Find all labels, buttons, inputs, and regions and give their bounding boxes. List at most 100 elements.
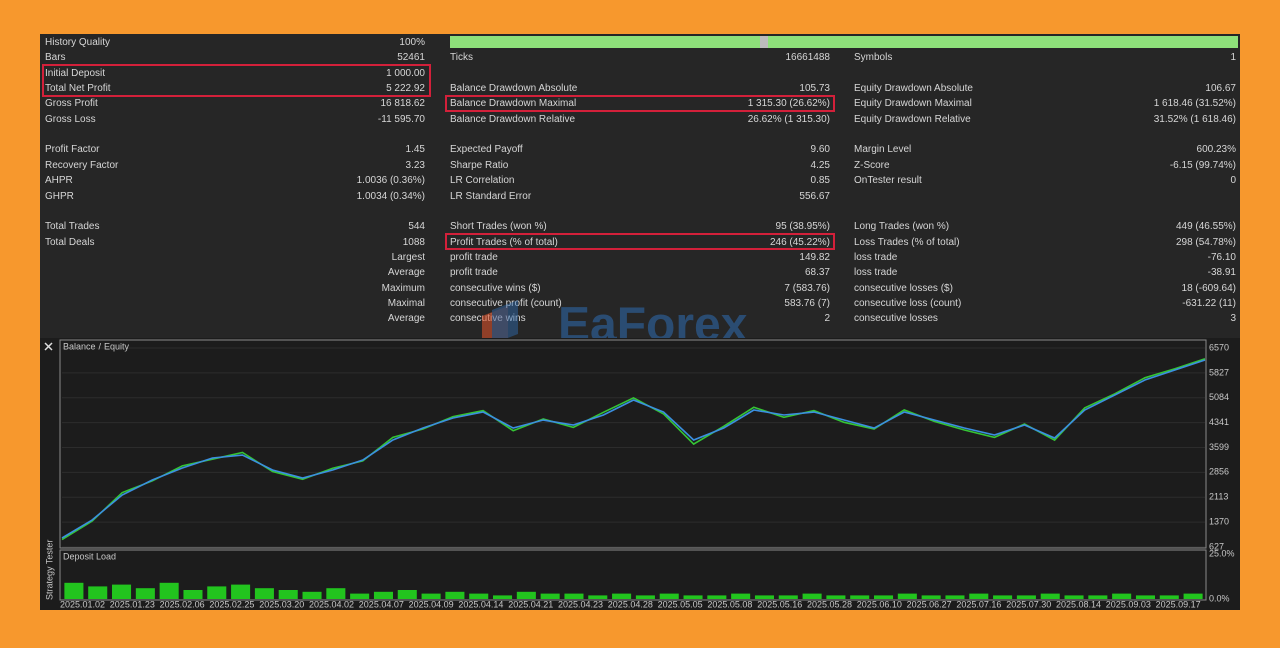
stat-label: LR Correlation	[450, 175, 515, 187]
y-tick-label: 2856	[1209, 467, 1229, 477]
bar	[326, 588, 346, 599]
bar	[540, 593, 560, 599]
stat-value: 1.0036 (0.36%)	[356, 175, 425, 187]
stat-label: Profit Factor	[45, 144, 100, 156]
bar	[754, 595, 774, 599]
bar	[302, 591, 322, 599]
stat-value: 1 315.30 (26.62%)	[747, 98, 830, 110]
stat-label: Z-Score	[854, 159, 890, 171]
stat-value: -38.91	[1207, 267, 1236, 279]
stat-label: Initial Deposit	[45, 67, 106, 79]
stat-value: 2	[824, 313, 830, 325]
stat-value: -11 595.70	[377, 113, 425, 125]
x-tick-label: 2025.08.14	[1056, 599, 1101, 609]
plot-frame	[59, 549, 1207, 601]
bar	[707, 595, 727, 599]
stat-cell: Gross Profit 16 818.62	[45, 96, 425, 111]
y-tick-label: 6570	[1209, 342, 1229, 352]
stat-value: 583.76 (7)	[784, 297, 830, 309]
y-tick-label: 2113	[1209, 492, 1228, 502]
x-tick-label: 2025.02.25	[209, 599, 254, 609]
stat-cell: LR Correlation 0.85	[450, 173, 830, 188]
bar	[397, 590, 417, 599]
stat-cell: Balance Drawdown Absolute 105.73	[450, 81, 830, 96]
stat-label: Total Trades	[45, 221, 100, 233]
stat-label: OnTester result	[854, 175, 922, 187]
stat-label: loss trade	[854, 267, 898, 279]
watermark-icon	[492, 300, 518, 344]
stat-cell: Equity Drawdown Relative 31.52% (1 618.46…	[854, 112, 1236, 127]
stat-value: 105.73	[799, 83, 830, 95]
stat-cell: Ticks 16661488	[450, 50, 830, 65]
stat-value: 1088	[402, 236, 425, 248]
stat-value: 52461	[397, 52, 425, 64]
stat-label: Average	[387, 267, 425, 279]
stat-label: Sharpe Ratio	[450, 159, 509, 171]
y-tick-label: 3599	[1209, 442, 1229, 452]
stat-label: Equity Drawdown Absolute	[854, 83, 973, 95]
stat-label: loss trade	[854, 251, 898, 263]
highlight-box	[445, 95, 835, 112]
bar	[207, 586, 227, 599]
stat-cell: Average	[45, 265, 425, 280]
stat-cell: LR Standard Error 556.67	[450, 189, 830, 204]
y-tick-label: 0.0%	[1209, 593, 1230, 603]
highlight-box	[42, 64, 431, 97]
stat-cell: Sharpe Ratio 4.25	[450, 158, 830, 173]
stat-cell: Symbols 1	[854, 50, 1236, 65]
x-tick-label: 2025.04.21	[508, 599, 553, 609]
bar	[159, 582, 179, 599]
stat-label: Short Trades (won %)	[450, 221, 547, 233]
stat-value: -631.22 (11)	[1182, 297, 1236, 309]
bar	[945, 595, 965, 599]
bar	[1064, 595, 1084, 599]
bar	[635, 595, 655, 599]
stat-label: GHPR	[45, 190, 74, 202]
stat-label: consecutive profit (count)	[450, 297, 562, 309]
stat-value: 100%	[399, 37, 425, 48]
legend-separator: /	[99, 341, 102, 351]
bar	[64, 582, 84, 599]
stat-label: Symbols	[854, 52, 893, 64]
stat-cell: consecutive wins ($) 7 (583.76)	[450, 281, 830, 296]
bar	[564, 593, 584, 599]
stat-label: Total Net Profit	[45, 83, 111, 95]
stat-label: AHPR	[45, 175, 73, 187]
stat-cell: Short Trades (won %) 95 (38.95%)	[450, 219, 830, 234]
stat-label: Profit Trades (% of total)	[450, 236, 558, 248]
stat-label: Balance Drawdown Maximal	[450, 98, 577, 110]
y-tick-label: 627	[1209, 541, 1224, 551]
stat-label: Bars	[45, 52, 66, 64]
bar	[897, 593, 917, 599]
bar	[874, 595, 894, 599]
stat-value: 1 618.46 (31.52%)	[1153, 98, 1236, 110]
stat-cell: profit trade 149.82	[450, 250, 830, 265]
plot-frame	[59, 339, 1207, 549]
y-tick-label: 1370	[1209, 516, 1229, 526]
stat-cell: Total Trades 544	[45, 219, 425, 234]
stat-value: 149.82	[799, 251, 830, 263]
stat-cell: AHPR 1.0036 (0.36%)	[45, 173, 425, 188]
legend-entry: Equity	[104, 341, 130, 351]
x-tick-label: 2025.04.07	[359, 599, 404, 609]
stat-label: Gross Profit	[45, 98, 98, 110]
x-tick-label: 2025.06.27	[907, 599, 952, 609]
stat-cell: Z-Score -6.15 (99.74%)	[854, 158, 1236, 173]
bar	[802, 593, 822, 599]
tab-label: Strategy Tester	[44, 540, 54, 600]
x-tick-label: 2025.09.17	[1156, 599, 1201, 609]
bar	[612, 593, 632, 599]
bar	[1159, 595, 1179, 599]
bar	[850, 595, 870, 599]
bar	[826, 595, 846, 599]
stat-value: 5 222.92	[386, 83, 425, 95]
stat-label: LR Standard Error	[450, 190, 532, 202]
stat-cell: Recovery Factor 3.23	[45, 158, 425, 173]
legend-entry: Balance	[63, 341, 96, 351]
x-tick-label: 2025.05.16	[757, 599, 802, 609]
bar	[659, 593, 679, 599]
stat-value: 0	[1230, 175, 1236, 187]
stat-cell: Balance Drawdown Relative 26.62% (1 315.3…	[450, 112, 830, 127]
stat-label: Loss Trades (% of total)	[854, 236, 960, 248]
stat-label: Total Deals	[45, 236, 95, 248]
